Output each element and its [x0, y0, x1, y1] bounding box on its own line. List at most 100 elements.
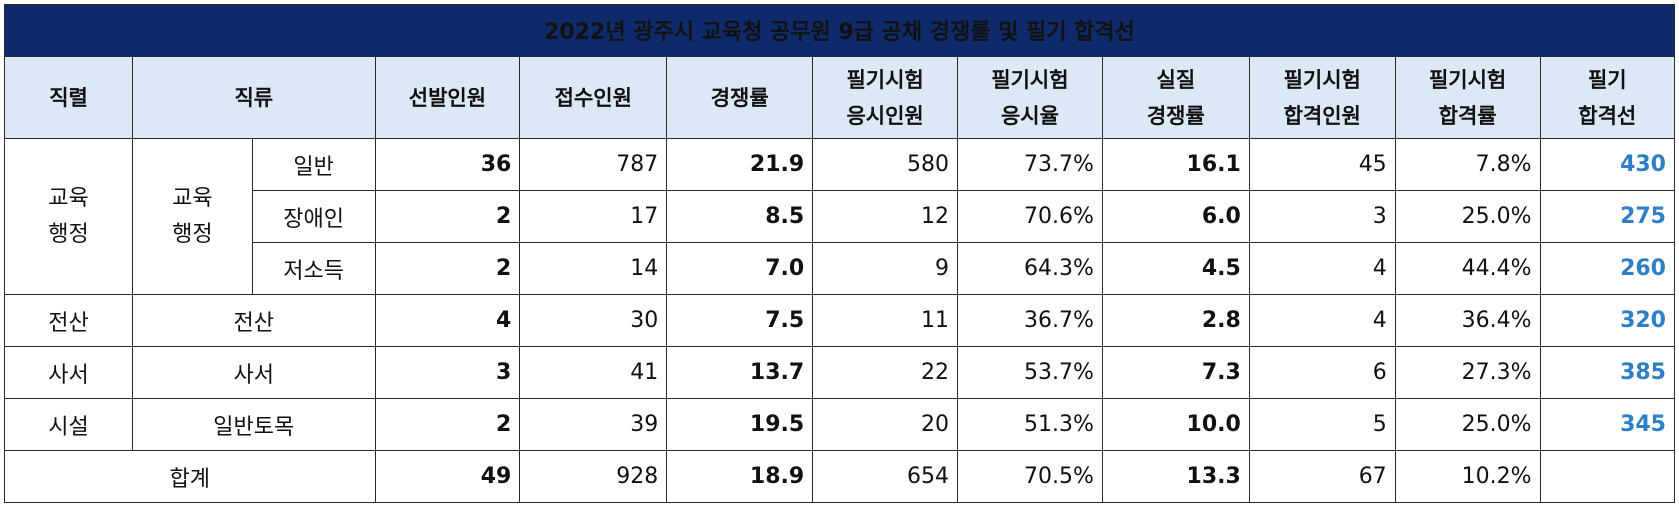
- header-hapgyeok-yul-line1: 필기시험: [1428, 67, 1507, 92]
- cell-jikryeol: 전산: [3, 294, 134, 348]
- cell-hapgyeok-yul: 44.4%: [1394, 242, 1541, 296]
- cell-gyeongjaeng: 13.7: [666, 346, 814, 400]
- group-jikryu-line1: 교육: [172, 185, 213, 211]
- header-seonbal: 선발인원: [374, 55, 521, 140]
- cell-jikryu: 전산: [132, 294, 376, 348]
- cell-hapgyeok-yul: 7.8%: [1394, 138, 1541, 192]
- header-hapgyeokseon-line2: 합격선: [1578, 103, 1637, 128]
- header-hapgyeokseon-line1: 필기: [1587, 67, 1627, 92]
- cell-silji: 6.0: [1101, 190, 1250, 244]
- cell-gyeongjaeng: 19.5: [666, 398, 814, 452]
- header-hapgyeok-inwon-line1: 필기시험: [1283, 67, 1361, 92]
- header-eungsi-yul-line1: 필기시험: [991, 67, 1069, 92]
- cell-hapgyeokseon: 275: [1539, 190, 1676, 244]
- header-hapgyeok-yul-line2: 합격률: [1438, 103, 1497, 128]
- cell-gyeongjaeng: 21.9: [666, 138, 814, 192]
- table-row: 사서 사서 3 41 13.7 22 53.7% 7.3 6 27.3% 385: [3, 346, 1676, 400]
- cell-seonbal: 36: [374, 138, 521, 192]
- cell-jeopsu: 17: [519, 190, 668, 244]
- cell-jeopsu: 787: [519, 138, 668, 192]
- total-eungsi-inwon: 654: [812, 450, 959, 503]
- cell-hapgyeok-inwon: 3: [1248, 190, 1396, 244]
- total-silji: 13.3: [1101, 450, 1250, 503]
- header-eungsi-inwon-line1: 필기시험: [846, 67, 924, 92]
- cell-silji: 2.8: [1101, 294, 1250, 348]
- cell-eungsi-yul: 70.6%: [957, 190, 1103, 244]
- cell-eungsi-inwon: 9: [812, 242, 959, 296]
- cell-jeopsu: 41: [519, 346, 668, 400]
- cell-subtype: 일반: [251, 138, 376, 192]
- cell-silji: 4.5: [1101, 242, 1250, 296]
- table-row: 저소득 2 14 7.0 9 64.3% 4.5 4 44.4% 260: [5, 242, 1676, 296]
- cell-hapgyeok-inwon: 45: [1248, 138, 1396, 192]
- cell-silji: 7.3: [1101, 346, 1250, 400]
- cell-hapgyeok-inwon: 4: [1248, 294, 1396, 348]
- cell-hapgyeok-inwon: 6: [1248, 346, 1396, 400]
- header-jikryu: 직류: [132, 55, 376, 140]
- cell-hapgyeokseon: 260: [1539, 242, 1676, 296]
- header-silji-line2: 경쟁률: [1146, 103, 1205, 128]
- cell-eungsi-inwon: 12: [812, 190, 959, 244]
- cell-seonbal: 3: [374, 346, 521, 400]
- total-eungsi-yul: 70.5%: [957, 450, 1103, 503]
- cell-silji: 10.0: [1101, 398, 1250, 452]
- cell-hapgyeokseon: 345: [1539, 398, 1676, 452]
- cell-jeopsu: 39: [519, 398, 668, 452]
- total-jeopsu: 928: [519, 450, 668, 503]
- total-seonbal: 49: [374, 450, 521, 503]
- header-hapgyeok-inwon-line2: 합격인원: [1283, 103, 1361, 128]
- cell-silji: 16.1: [1101, 138, 1250, 192]
- cell-jeopsu: 14: [519, 242, 668, 296]
- cell-eungsi-yul: 51.3%: [957, 398, 1103, 452]
- header-eungsi-inwon-line2: 응시인원: [846, 103, 924, 128]
- cell-eungsi-inwon: 11: [812, 294, 959, 348]
- header-gyeongjaeng: 경쟁률: [666, 55, 814, 140]
- cell-hapgyeokseon: 430: [1539, 138, 1676, 192]
- total-hapgyeokseon: [1539, 450, 1676, 503]
- cell-eungsi-inwon: 22: [812, 346, 959, 400]
- cell-eungsi-yul: 36.7%: [957, 294, 1103, 348]
- table-row: 전산 전산 4 30 7.5 11 36.7% 2.8 4 36.4% 320: [3, 294, 1676, 348]
- cell-jikryu: 사서: [132, 346, 376, 400]
- table-row: 시설 일반토목 2 39 19.5 20 51.3% 10.0 5 25.0% …: [3, 398, 1676, 452]
- table-row: 장애인 2 17 8.5 12 70.6% 6.0 3 25.0% 275: [5, 190, 1676, 244]
- cell-hapgyeok-yul: 25.0%: [1394, 190, 1541, 244]
- header-row: 직렬 직류 선발인원 접수인원 경쟁률 필기시험 응시인원 필기시험 응시율 실질 경…: [3, 55, 1676, 140]
- cell-hapgyeok-inwon: 4: [1248, 242, 1396, 296]
- cell-jikryu: 일반토목: [132, 398, 376, 452]
- cell-seonbal: 2: [374, 190, 521, 244]
- cell-jeopsu: 30: [519, 294, 668, 348]
- total-label: 합계: [4, 450, 376, 503]
- total-gyeongjaeng: 18.9: [666, 450, 814, 503]
- header-eungsi-yul-line2: 응시율: [1000, 103, 1059, 128]
- cell-subtype: 저소득: [251, 242, 376, 296]
- table-title: 2022년 광주시 교육청 공무원 9급 공채 경쟁률 및 필기 합격선: [4, 4, 1675, 57]
- cell-eungsi-yul: 64.3%: [957, 242, 1103, 296]
- cell-gyeongjaeng: 8.5: [666, 190, 814, 244]
- cell-eungsi-inwon: 580: [812, 138, 959, 192]
- cell-seonbal: 2: [374, 398, 521, 452]
- header-silji-line1: 실질: [1156, 67, 1196, 92]
- cell-eungsi-inwon: 20: [812, 398, 959, 452]
- group-jikryeol-line1: 교육: [48, 185, 89, 211]
- header-jeopsu: 접수인원: [519, 55, 668, 140]
- group-jikryeol-line2: 행정: [48, 221, 89, 247]
- cell-seonbal: 4: [374, 294, 521, 348]
- cell-gyeongjaeng: 7.5: [666, 294, 814, 348]
- cell-jikryeol: 사서: [3, 346, 134, 400]
- cell-gyeongjaeng: 7.0: [666, 242, 814, 296]
- cell-hapgyeok-inwon: 5: [1248, 398, 1396, 452]
- group-jikryu-line2: 행정: [172, 221, 213, 247]
- table-row: 교육 행정 교육 행정 일반 36 787 21.9 580 73.7% 16.1 …: [3, 138, 1676, 296]
- competition-table: 2022년 광주시 교육청 공무원 9급 공채 경쟁률 및 필기 합격선 직렬 …: [3, 4, 1676, 503]
- total-row: 합계 49 928 18.9 654 70.5% 13.3 67 10.2%: [4, 450, 1676, 503]
- cell-hapgyeok-yul: 36.4%: [1394, 294, 1541, 348]
